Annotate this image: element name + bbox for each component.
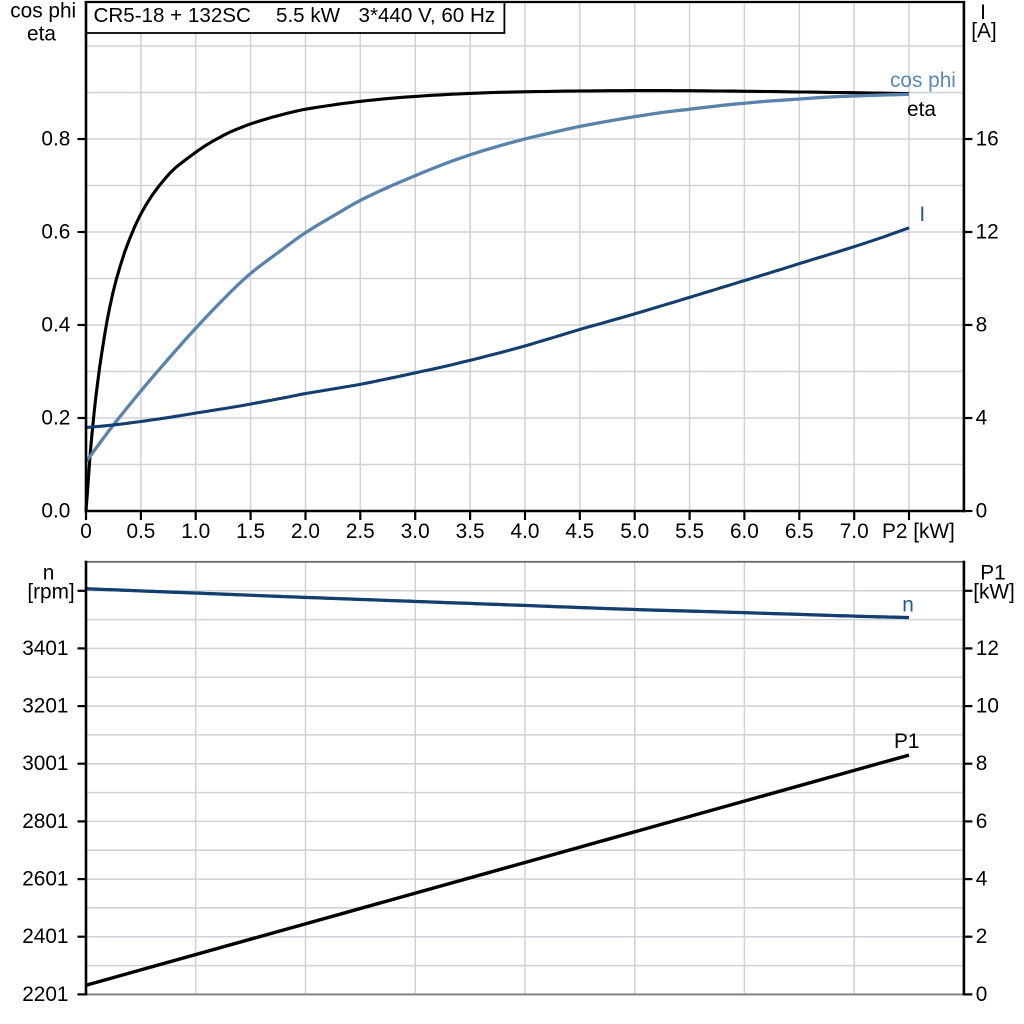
svg-text:3*440 V, 60 Hz: 3*440 V, 60 Hz	[359, 4, 496, 27]
svg-text:5.0: 5.0	[620, 520, 649, 543]
svg-text:[A]: [A]	[971, 19, 996, 42]
svg-text:1.0: 1.0	[181, 520, 210, 543]
svg-text:0: 0	[976, 983, 988, 1006]
svg-text:2201: 2201	[22, 983, 68, 1006]
svg-text:2.5: 2.5	[346, 520, 375, 543]
svg-text:3.0: 3.0	[401, 520, 430, 543]
svg-text:[rpm]: [rpm]	[27, 581, 74, 604]
svg-text:P1: P1	[980, 562, 1005, 585]
svg-text:7.0: 7.0	[840, 520, 869, 543]
svg-text:4: 4	[976, 868, 988, 891]
svg-text:0: 0	[80, 520, 92, 543]
svg-text:10: 10	[976, 695, 999, 718]
svg-text:eta: eta	[907, 98, 936, 121]
svg-text:P2 [kW]: P2 [kW]	[882, 520, 955, 543]
svg-text:2: 2	[976, 925, 988, 948]
svg-text:cos phi: cos phi	[890, 69, 956, 92]
svg-text:5.5: 5.5	[675, 520, 704, 543]
svg-text:0.5: 0.5	[126, 520, 155, 543]
svg-text:CR5-18 + 132SC: CR5-18 + 132SC	[94, 4, 252, 27]
svg-text:16: 16	[976, 127, 999, 150]
svg-text:2801: 2801	[22, 810, 68, 833]
svg-text:0.6: 0.6	[41, 220, 70, 243]
svg-text:2601: 2601	[22, 868, 68, 891]
svg-text:n: n	[902, 593, 914, 616]
svg-text:5.5 kW: 5.5 kW	[276, 4, 341, 27]
svg-text:3401: 3401	[22, 637, 68, 660]
svg-text:1.5: 1.5	[236, 520, 265, 543]
svg-text:0.0: 0.0	[41, 499, 70, 522]
svg-text:8: 8	[976, 752, 988, 775]
svg-text:[kW]: [kW]	[973, 581, 1015, 604]
svg-text:6.0: 6.0	[730, 520, 759, 543]
svg-text:n: n	[43, 562, 55, 585]
svg-text:I: I	[919, 203, 925, 226]
svg-text:12: 12	[976, 220, 999, 243]
svg-text:6.5: 6.5	[785, 520, 814, 543]
svg-text:0.2: 0.2	[41, 406, 70, 429]
svg-text:3.5: 3.5	[456, 520, 485, 543]
svg-text:6: 6	[976, 810, 988, 833]
svg-text:P1: P1	[894, 730, 919, 753]
svg-text:eta: eta	[27, 23, 56, 46]
svg-text:cos phi: cos phi	[10, 0, 76, 23]
svg-text:8: 8	[976, 313, 988, 336]
svg-text:0: 0	[976, 499, 988, 522]
svg-text:2.0: 2.0	[291, 520, 320, 543]
svg-text:2401: 2401	[22, 925, 68, 948]
svg-text:4: 4	[976, 406, 988, 429]
svg-text:12: 12	[976, 637, 999, 660]
svg-text:4.0: 4.0	[511, 520, 540, 543]
svg-text:3001: 3001	[22, 752, 68, 775]
svg-text:4.5: 4.5	[565, 520, 594, 543]
svg-text:0.4: 0.4	[41, 313, 70, 336]
svg-text:I: I	[980, 1, 986, 24]
svg-text:0.8: 0.8	[41, 127, 70, 150]
svg-text:3201: 3201	[22, 695, 68, 718]
